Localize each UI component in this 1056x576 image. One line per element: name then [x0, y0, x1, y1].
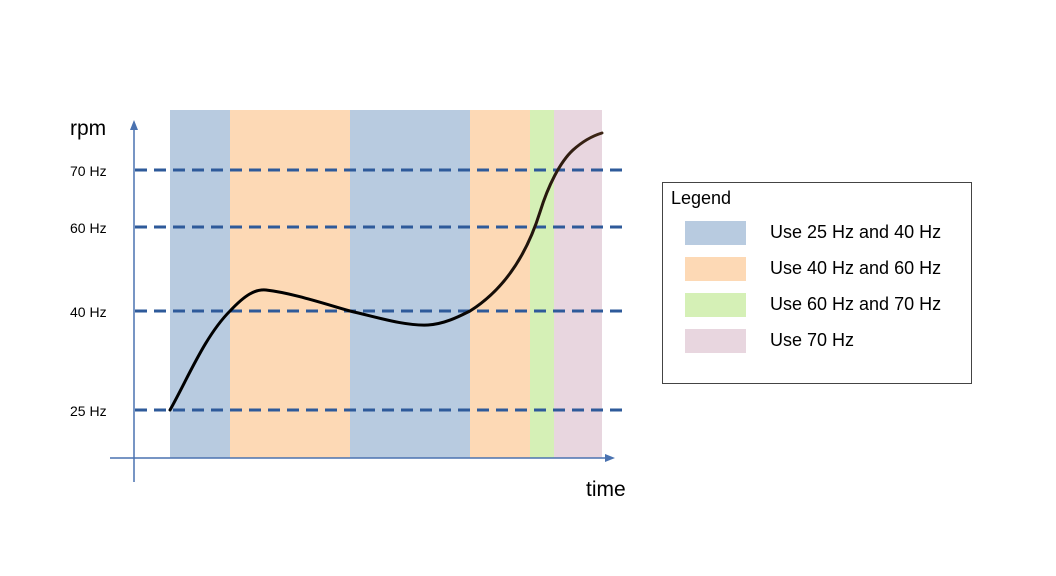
- legend-label: Use 25 Hz and 40 Hz: [770, 222, 942, 242]
- legend-swatch-pink: [685, 329, 746, 353]
- legend-item-70: Use 70 Hz: [685, 329, 965, 355]
- band-pink: [554, 110, 602, 458]
- legend-label: Use 60 Hz and 70 Hz: [770, 294, 942, 314]
- legend-label: Use 40 Hz and 60 Hz: [770, 258, 942, 278]
- legend-label: Use 70 Hz: [770, 330, 855, 350]
- tick-label-60hz: 60 Hz: [70, 220, 107, 236]
- legend-swatch-green: [685, 293, 746, 317]
- band-blue-2: [350, 110, 470, 458]
- band-blue-1: [170, 110, 230, 458]
- tick-label-25hz: 25 Hz: [70, 403, 107, 419]
- tick-label-40hz: 40 Hz: [70, 304, 107, 320]
- x-axis-label: time: [586, 478, 626, 501]
- threshold-lines: [135, 168, 628, 412]
- legend-title: Legend: [671, 188, 732, 208]
- rpm-curve: [168, 131, 604, 412]
- x-axis-arrowhead: [605, 454, 615, 462]
- y-axis-arrowhead: [130, 120, 138, 130]
- tick-label-70hz: 70 Hz: [70, 163, 107, 179]
- legend-swatch-blue: [685, 221, 746, 245]
- legend-item-40-60: Use 40 Hz and 60 Hz: [685, 257, 965, 283]
- legend-swatch-orange: [685, 257, 746, 281]
- y-axis-label: rpm: [70, 117, 106, 140]
- legend-item-25-40: Use 25 Hz and 40 Hz: [685, 221, 965, 247]
- band-orange-1: [230, 110, 350, 458]
- legend-item-60-70: Use 60 Hz and 70 Hz: [685, 293, 965, 319]
- axes: [110, 120, 615, 482]
- legend: Legend Use 25 Hz and 40 Hz Use 40 Hz and…: [662, 182, 972, 384]
- band-green: [530, 110, 554, 458]
